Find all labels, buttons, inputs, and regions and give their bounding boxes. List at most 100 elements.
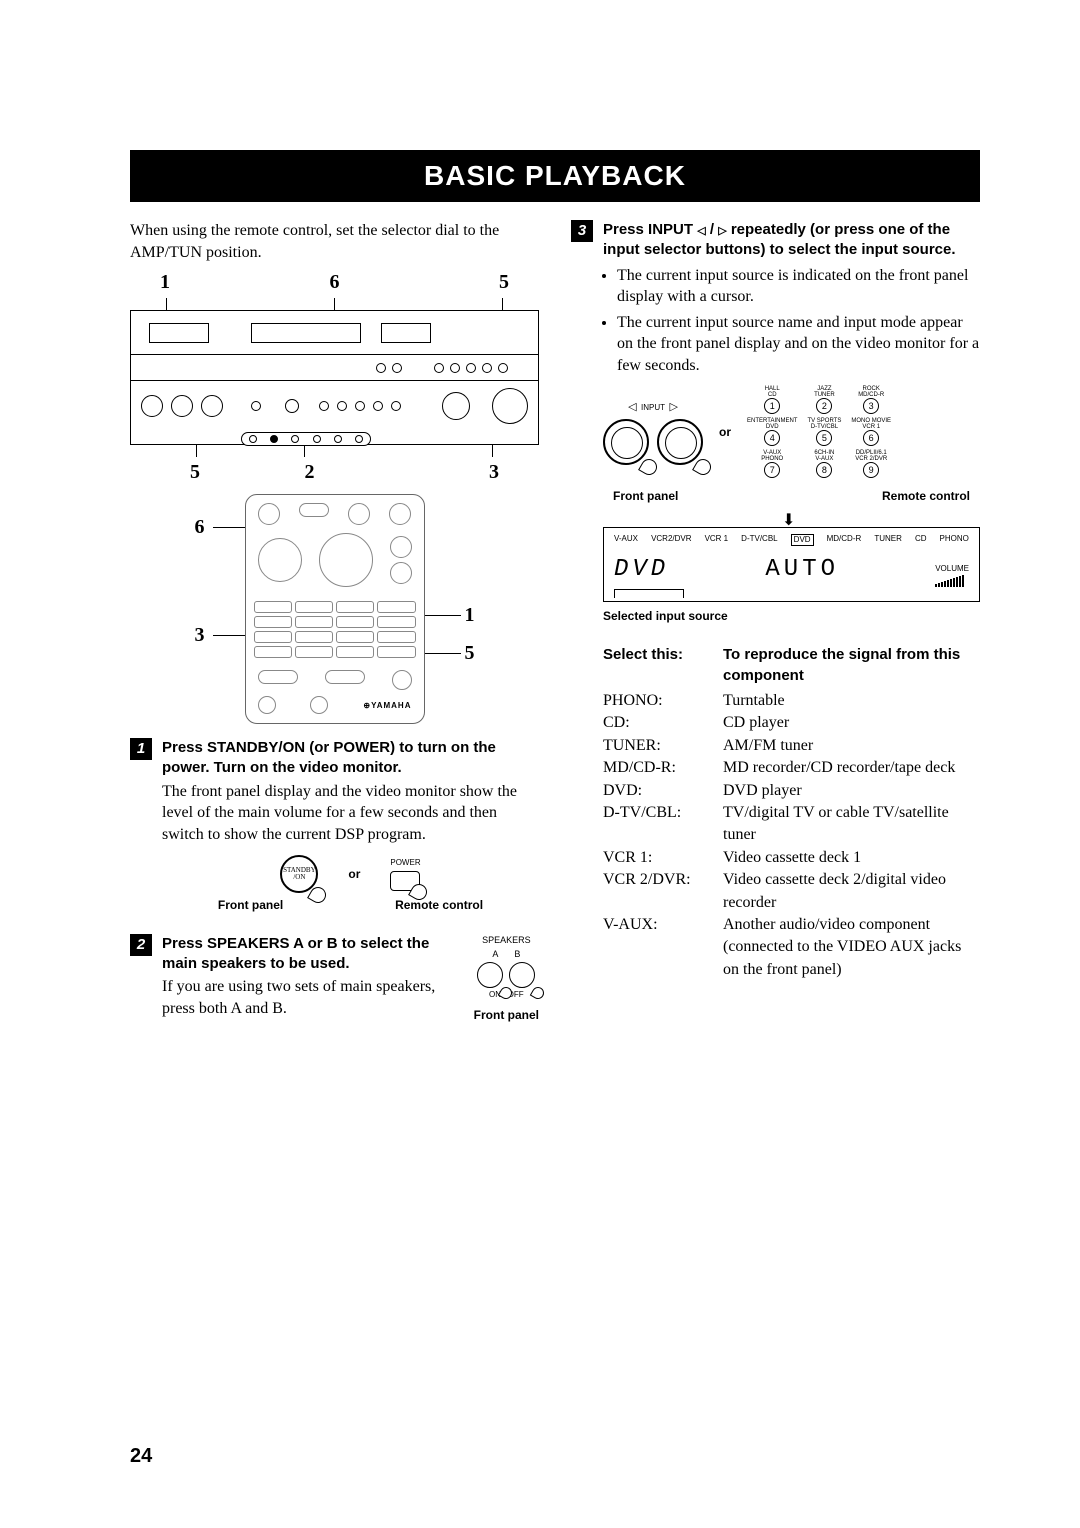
remote-label-5: 5 (465, 642, 475, 665)
tick (334, 298, 335, 310)
tick (304, 445, 305, 457)
step-number-icon: 2 (130, 934, 152, 956)
display-source-name: DVD (614, 554, 669, 586)
line (423, 653, 461, 654)
display-source-label: TUNER (874, 534, 902, 547)
step-1-diagram: STANDBY/ON or POWER (162, 855, 539, 893)
right-column: 3 Press INPUT ◁ / ▷ repeatedly (or press… (571, 220, 980, 1033)
source-desc: Another audio/video component (connected… (723, 914, 980, 981)
remote-input-button: HALLCD1 (747, 386, 797, 414)
table-header-reproduce: To reproduce the signal from this compon… (723, 644, 980, 686)
display-input-mode: AUTO (765, 554, 839, 586)
page-title: BASIC PLAYBACK (130, 150, 980, 202)
remote-input-buttons: HALLCD1 JAZZTUNER2 ROCKMD/CD-R3 ENTERTAINME… (747, 386, 891, 478)
table-row: D-TV/CBL:TV/digital TV or cable TV/satel… (603, 802, 980, 847)
source-desc: AM/FM tuner (723, 735, 813, 757)
source-name: DVD: (603, 780, 723, 802)
table-row: MD/CD-R:MD recorder/CD recorder/tape dec… (603, 757, 980, 779)
step-3-title: Press INPUT ◁ / ▷ repeatedly (or press o… (603, 220, 980, 261)
step-2-title: Press SPEAKERS A or B to select the main… (162, 934, 454, 975)
receiver-top-labels: 1 6 5 (130, 271, 539, 294)
display-source-label: CD (915, 534, 927, 547)
speakers-diagram: SPEAKERS A B ON OFF Front pa (474, 934, 539, 1023)
cursor-arrow-icon: ⬇ (782, 510, 795, 532)
display-source-label: DVD (791, 534, 814, 547)
table-row: DVD:DVD player (603, 780, 980, 802)
display-source-label: VCR 1 (705, 534, 729, 547)
receiver-bottom-labels: 5 2 3 (130, 461, 539, 484)
source-desc: CD player (723, 712, 789, 734)
source-desc: TV/digital TV or cable TV/satellite tune… (723, 802, 980, 847)
volume-label: VOLUME (935, 564, 969, 575)
remote-input-button: ENTERTAINMENTDVD4 (747, 418, 797, 446)
front-panel-caption: Front panel (613, 488, 678, 504)
source-desc: DVD player (723, 780, 802, 802)
remote-input-button: MONO MOVIEVCR 16 (851, 418, 891, 446)
remote-input-button: ROCKMD/CD-R3 (851, 386, 891, 414)
display-source-labels: V-AUXVCR2/DVRVCR 1D-TV/CBLDVDMD/CD-RTUNE… (614, 534, 969, 547)
step-number-icon: 3 (571, 220, 593, 242)
input-dial-right-icon (657, 419, 703, 465)
front-panel-caption: Front panel (474, 1007, 539, 1023)
table-row: PHONO:Turntable (603, 690, 980, 712)
label-1: 1 (160, 271, 170, 294)
bracket-icon (614, 589, 684, 597)
tick (502, 298, 503, 310)
label-2: 2 (305, 461, 315, 484)
tick (196, 445, 197, 457)
source-name: V-AUX: (603, 914, 723, 981)
speaker-b-label: B (514, 948, 520, 960)
step-number-icon: 1 (130, 738, 152, 760)
tick (492, 445, 493, 457)
step-1-desc: The front panel display and the video mo… (162, 781, 539, 846)
remote-label-6: 6 (195, 516, 205, 539)
display-source-label: MD/CD-R (827, 534, 862, 547)
step-1-title: Press STANDBY/ON (or POWER) to turn on t… (162, 738, 539, 779)
input-dial-left-icon (603, 419, 649, 465)
bullet: The current input source name and input … (617, 312, 980, 377)
remote-diagram: ⊕YAMAHA (245, 494, 425, 724)
label-5b: 5 (190, 461, 200, 484)
speaker-a-label: A (492, 948, 498, 960)
source-name: VCR 2/DVR: (603, 869, 723, 914)
table-row: VCR 2/DVR:Video cassette deck 2/digital … (603, 869, 980, 914)
remote-input-button: V-AUXPHONO7 (747, 450, 797, 478)
source-desc: Video cassette deck 2/digital video reco… (723, 869, 980, 914)
tick (166, 298, 167, 310)
bullet: The current input source is indicated on… (617, 265, 980, 308)
step-3-bullets: The current input source is indicated on… (603, 265, 980, 377)
remote-label-1: 1 (465, 604, 475, 627)
step-1: 1 Press STANDBY/ON (or POWER) to turn on… (130, 738, 539, 923)
source-desc: Turntable (723, 690, 785, 712)
or-text: or (719, 424, 731, 440)
step-3: 3 Press INPUT ◁ / ▷ repeatedly (or press… (571, 220, 980, 981)
or-text: or (348, 866, 360, 882)
receiver-diagram (130, 310, 539, 445)
label-3: 3 (489, 461, 499, 484)
intro-text: When using the remote control, set the s… (130, 220, 539, 263)
selected-source-caption: Selected input source (603, 608, 980, 624)
table-header-select: Select this: (603, 644, 723, 686)
remote-input-button: DD/PLII/6.1VCR 2/DVR9 (851, 450, 891, 478)
table-row: VCR 1:Video cassette deck 1 (603, 847, 980, 869)
source-desc: MD recorder/CD recorder/tape deck (723, 757, 955, 779)
input-selector-diagram: ◁ INPUT ▷ or HALLCD1 JAZZTUNER2 ROCKMD/CD-… (603, 386, 980, 478)
table-row: V-AUX:Another audio/video component (con… (603, 914, 980, 981)
step-2: 2 Press SPEAKERS A or B to select the ma… (130, 934, 539, 1023)
remote-input-button: JAZZTUNER2 (807, 386, 841, 414)
display-source-label: V-AUX (614, 534, 638, 547)
remote-input-button: 6CH-INV-AUX8 (807, 450, 841, 478)
left-column: When using the remote control, set the s… (130, 220, 539, 1033)
display-source-label: PHONO (940, 534, 969, 547)
input-caption: ◁ INPUT ▷ (628, 400, 678, 415)
standby-on-icon: STANDBY/ON (280, 855, 318, 893)
source-name: CD: (603, 712, 723, 734)
source-name: TUNER: (603, 735, 723, 757)
power-label: POWER (390, 858, 420, 869)
source-desc: Video cassette deck 1 (723, 847, 861, 869)
remote-control-caption: Remote control (395, 897, 483, 913)
page-number: 24 (130, 1445, 152, 1468)
table-row: TUNER:AM/FM tuner (603, 735, 980, 757)
source-name: D-TV/CBL: (603, 802, 723, 847)
volume-meter-icon (935, 575, 969, 587)
